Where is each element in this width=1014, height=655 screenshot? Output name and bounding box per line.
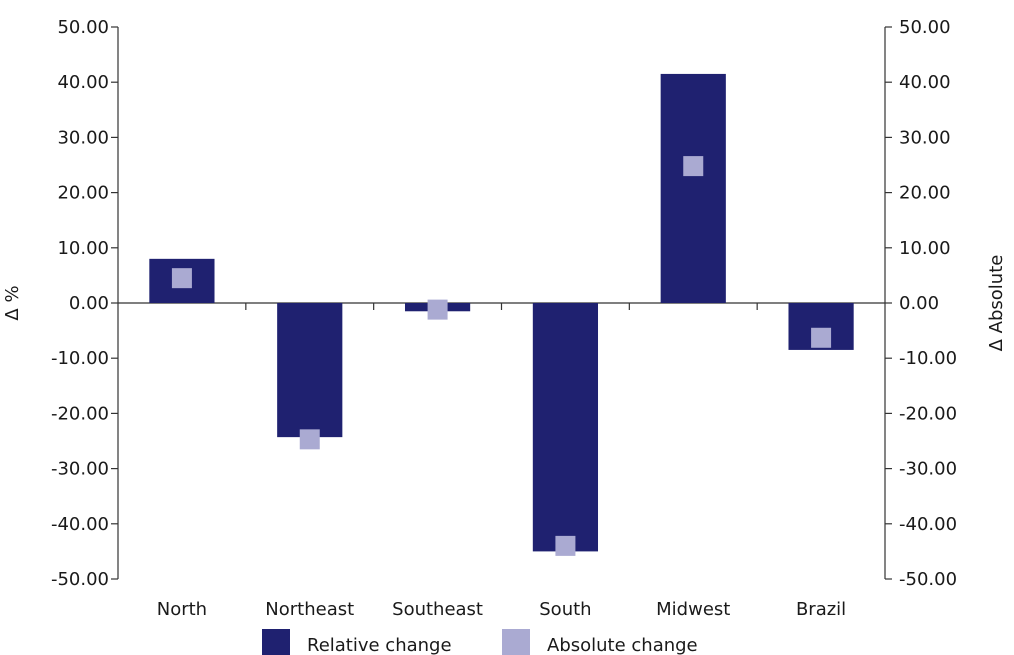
left-tick-label: 40.00	[57, 72, 109, 93]
left-tick-label: 20.00	[57, 183, 109, 204]
left-tick-label: 50.00	[57, 17, 109, 38]
legend-swatch-relative-change	[262, 629, 290, 655]
category-labels: North Northeast Southeast South Midwest Brazi…	[157, 599, 846, 620]
markers-absolute-change	[171, 156, 832, 556]
left-tick-label: -10.00	[51, 348, 109, 369]
legend-label-relative-change: Relative change	[307, 635, 452, 655]
category-label-midwest: Midwest	[656, 599, 730, 620]
right-tick-label: 0.00	[899, 293, 939, 314]
marker-brazil	[811, 327, 832, 348]
marker-southeast	[427, 299, 448, 320]
right-axis: 50.00 40.00 30.00 20.00 10.00 0.00 -10.00 -20.0…	[884, 17, 957, 590]
category-label-north: North	[157, 599, 207, 620]
left-tick-label: -40.00	[51, 514, 109, 535]
legend-swatch-absolute-change	[502, 629, 530, 655]
category-label-northeast: Northeast	[265, 599, 354, 620]
category-label-south: South	[539, 599, 591, 620]
right-tick-label: -20.00	[899, 403, 957, 424]
left-tick-label: -30.00	[51, 459, 109, 480]
marker-south	[555, 535, 576, 556]
category-label-brazil: Brazil	[796, 599, 846, 620]
bars-relative-change	[149, 73, 854, 552]
right-tick-label: 50.00	[899, 17, 951, 38]
right-tick-label: 10.00	[899, 238, 951, 259]
right-tick-label: 20.00	[899, 183, 951, 204]
left-tick-label: 30.00	[57, 127, 109, 148]
zero-baseline	[118, 302, 885, 310]
left-tick-label: -20.00	[51, 403, 109, 424]
right-tick-label: -40.00	[899, 514, 957, 535]
bar-northeast	[277, 303, 343, 438]
left-tick-label: 0.00	[69, 293, 109, 314]
bar-midwest	[660, 73, 726, 303]
marker-midwest	[683, 156, 704, 177]
right-tick-label: -10.00	[899, 348, 957, 369]
bar-south	[532, 303, 599, 552]
left-tick-label: -50.00	[51, 569, 109, 590]
category-label-southeast: Southeast	[392, 599, 483, 620]
marker-northeast	[299, 429, 320, 450]
y-axis-title: Δ %	[2, 285, 23, 320]
left-axis: 50.00 40.00 30.00 20.00 10.00 0.00 -10.00 -20.0…	[51, 17, 119, 590]
marker-north	[171, 268, 192, 289]
right-tick-label: 30.00	[899, 127, 951, 148]
legend: Relative change Absolute change	[262, 629, 698, 655]
right-tick-label: 40.00	[899, 72, 951, 93]
legend-label-absolute-change: Absolute change	[547, 635, 698, 655]
y2-axis-title: Δ Absolute	[986, 255, 1007, 352]
left-tick-label: 10.00	[57, 238, 109, 259]
right-tick-label: -30.00	[899, 459, 957, 480]
right-tick-label: -50.00	[899, 569, 957, 590]
